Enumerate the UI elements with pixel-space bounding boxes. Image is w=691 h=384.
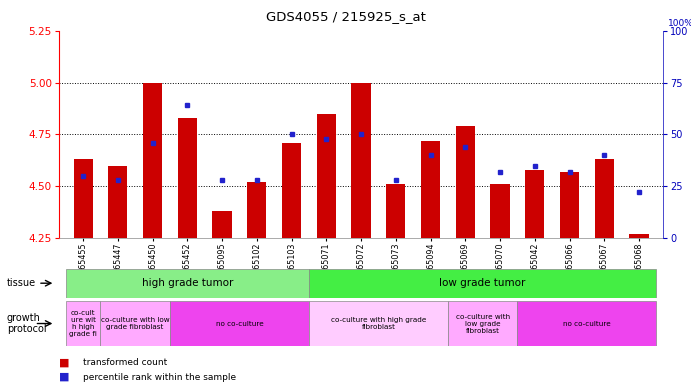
Bar xyxy=(421,141,440,238)
Text: co-culture with high grade
fibroblast: co-culture with high grade fibroblast xyxy=(331,317,426,330)
Text: growth
protocol: growth protocol xyxy=(7,313,46,334)
Bar xyxy=(143,83,162,238)
Bar xyxy=(66,269,309,298)
Bar xyxy=(352,83,370,238)
Bar xyxy=(456,126,475,238)
Bar xyxy=(518,301,656,346)
Text: co-culture with low
grade fibroblast: co-culture with low grade fibroblast xyxy=(101,317,169,330)
Text: transformed count: transformed count xyxy=(83,358,167,367)
Bar xyxy=(309,301,448,346)
Text: co-cult
ure wit
h high
grade fi: co-cult ure wit h high grade fi xyxy=(69,310,97,337)
Text: no co-culture: no co-culture xyxy=(216,321,263,326)
Text: low grade tumor: low grade tumor xyxy=(439,278,526,288)
Bar xyxy=(178,118,197,238)
Bar xyxy=(247,182,266,238)
Bar xyxy=(595,159,614,238)
Text: 100%: 100% xyxy=(668,19,691,28)
Text: tissue: tissue xyxy=(7,278,36,288)
Bar xyxy=(100,301,170,346)
Bar xyxy=(282,143,301,238)
Bar xyxy=(386,184,406,238)
Text: ■: ■ xyxy=(59,372,69,382)
Bar xyxy=(309,269,656,298)
Text: ■: ■ xyxy=(59,358,69,368)
Bar xyxy=(66,301,100,346)
Bar xyxy=(491,184,509,238)
Text: co-culture with
low grade
fibroblast: co-culture with low grade fibroblast xyxy=(455,313,510,334)
Text: percentile rank within the sample: percentile rank within the sample xyxy=(83,372,236,382)
Bar xyxy=(630,234,649,238)
Bar xyxy=(213,211,231,238)
Bar xyxy=(525,170,545,238)
Bar xyxy=(73,159,93,238)
Bar xyxy=(448,301,518,346)
Text: no co-culture: no co-culture xyxy=(563,321,611,326)
Bar xyxy=(560,172,579,238)
Text: high grade tumor: high grade tumor xyxy=(142,278,233,288)
Text: GDS4055 / 215925_s_at: GDS4055 / 215925_s_at xyxy=(265,10,426,23)
Bar xyxy=(170,301,309,346)
Bar xyxy=(316,114,336,238)
Bar xyxy=(108,166,127,238)
